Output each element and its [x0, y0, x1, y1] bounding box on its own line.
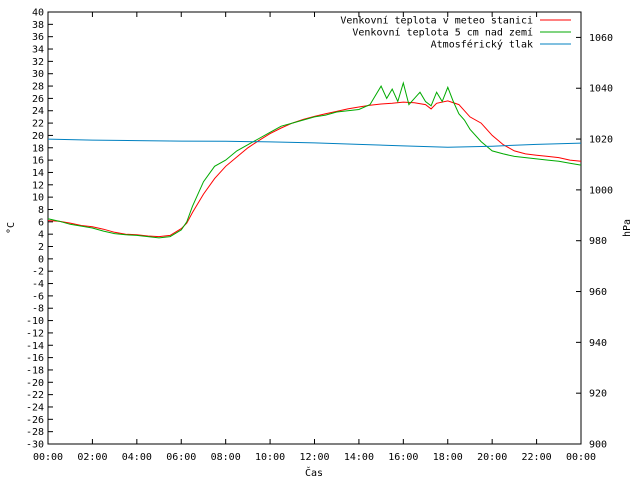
right-tick-label: 980	[589, 236, 607, 247]
left-tick-label: 20	[32, 131, 44, 142]
x-tick-label: 00:00	[33, 452, 63, 463]
left-tick-label: 26	[32, 94, 44, 105]
left-tick-label: 2	[38, 242, 44, 253]
left-tick-label: -28	[26, 427, 44, 438]
left-tick-label: 40	[32, 8, 44, 19]
right-tick-label: 1040	[589, 84, 613, 95]
x-tick-label: 18:00	[433, 452, 463, 463]
left-tick-label: -6	[32, 291, 44, 302]
left-tick-label: 38	[32, 20, 44, 31]
x-tick-label: 02:00	[77, 452, 107, 463]
left-tick-label: 24	[32, 106, 44, 117]
left-tick-label: 4	[38, 230, 44, 241]
left-tick-label: 14	[32, 168, 44, 179]
x-axis: 00:00 02:00 04:00 06:00 08:00 10:00 12:00 14:00…	[33, 12, 596, 463]
right-axis: 1060 1040 1020 1000 980 960 940 920 900	[576, 33, 613, 451]
left-tick-label: -16	[26, 353, 44, 364]
left-tick-label: -4	[32, 279, 44, 290]
series-line-1	[47, 81, 582, 239]
left-tick-label: -20	[26, 378, 44, 389]
y-axis-label-left: °C	[6, 222, 17, 234]
left-tick-label: -14	[26, 341, 44, 352]
left-tick-label: -10	[26, 316, 44, 327]
y-axis-label-right: hPa	[622, 219, 633, 237]
right-tick-label: 960	[589, 287, 607, 298]
right-tick-label: 1000	[589, 185, 613, 196]
left-tick-label: 16	[32, 156, 44, 167]
left-tick-label: 6	[38, 217, 44, 228]
series-line-0	[47, 100, 582, 238]
right-tick-label: 940	[589, 338, 607, 349]
left-tick-label: -12	[26, 328, 44, 339]
left-tick-label: 32	[32, 57, 44, 68]
left-tick-label: -30	[26, 440, 44, 451]
left-tick-label: 8	[38, 205, 44, 216]
series-lines	[47, 81, 582, 239]
legend: Venkovní teplota v meteo staniciVenkovní…	[340, 15, 571, 51]
x-tick-label: 08:00	[211, 452, 241, 463]
right-tick-label: 900	[589, 440, 607, 451]
x-tick-label: 20:00	[477, 452, 507, 463]
x-tick-label: 04:00	[122, 452, 152, 463]
x-tick-label: 06:00	[166, 452, 196, 463]
left-tick-label: 0	[38, 254, 44, 265]
x-tick-label: 14:00	[344, 452, 374, 463]
x-axis-label: Čas	[305, 466, 323, 479]
left-tick-label: -2	[32, 267, 44, 278]
left-tick-label: -8	[32, 304, 44, 315]
right-tick-label: 920	[589, 389, 607, 400]
left-tick-label: 12	[32, 180, 44, 191]
x-tick-label: 12:00	[299, 452, 329, 463]
legend-label-2: Atmosférický tlak	[431, 39, 533, 51]
legend-label-0: Venkovní teplota v meteo stanici	[340, 15, 533, 27]
left-tick-label: 18	[32, 143, 44, 154]
right-tick-label: 1020	[589, 135, 613, 146]
left-tick-label: -18	[26, 365, 44, 376]
left-tick-label: -24	[26, 402, 44, 413]
x-tick-label: 16:00	[388, 452, 418, 463]
x-tick-label: 10:00	[255, 452, 285, 463]
left-tick-label: -22	[26, 390, 44, 401]
left-tick-label: 30	[32, 69, 44, 80]
left-tick-label: 34	[32, 45, 44, 56]
left-tick-label: -26	[26, 415, 44, 426]
legend-label-1: Venkovní teplota 5 cm nad zemí	[352, 27, 533, 39]
left-tick-label: 28	[32, 82, 44, 93]
x-tick-label: 00:00	[566, 452, 596, 463]
left-tick-label: 22	[32, 119, 44, 130]
x-tick-label: 22:00	[522, 452, 552, 463]
left-tick-label: 10	[32, 193, 44, 204]
right-tick-label: 1060	[589, 33, 613, 44]
left-tick-label: 36	[32, 32, 44, 43]
plot-frame	[47, 11, 582, 445]
series-line-2	[47, 138, 582, 148]
left-axis: 4038363432302826242220181614121086420-2-…	[26, 8, 53, 451]
